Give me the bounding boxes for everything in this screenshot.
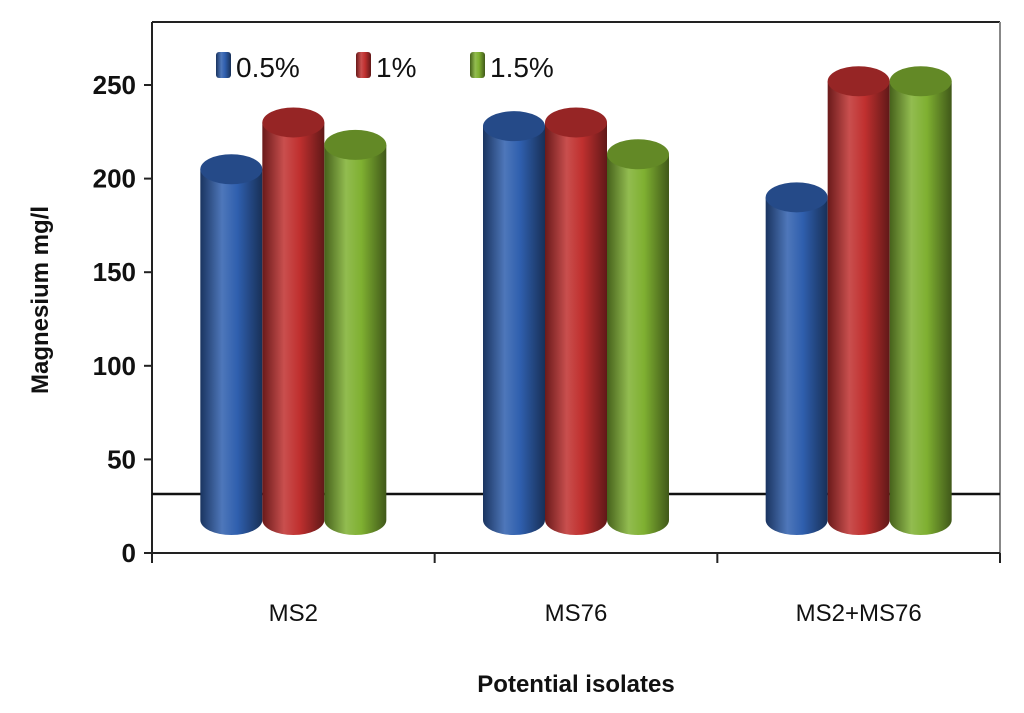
x-axis-label: Potential isolates [477,671,674,698]
y-tick-label: 250 [93,70,136,100]
bar-1%-MS2 [262,107,325,535]
bar-body [889,81,952,536]
bar-top [765,182,828,213]
bar-0.5%-MS2 [200,154,263,535]
bar-body [827,81,890,536]
x-tick-label: MS76 [545,600,608,627]
bar-top [324,129,387,160]
bar-body [483,126,545,536]
bar-body [324,144,387,536]
bar-1%-MS76 [545,107,607,535]
y-tick-label: 50 [107,444,136,474]
bar-body [200,169,263,535]
bar-1.5%-MS76 [607,139,669,535]
bar-0.5%-MS76 [483,111,545,536]
bar-top [262,107,325,138]
y-tick-label: 100 [93,351,136,381]
bar-top [827,66,890,97]
bar-top [545,107,607,138]
legend-swatch [216,52,231,78]
x-tick-label: MS2+MS76 [796,600,922,627]
legend-swatch [356,52,371,78]
bar-body [545,122,607,535]
legend-label: 0.5% [236,52,300,83]
bar-top [483,111,545,142]
bar-top [889,66,952,97]
bar-0.5%-MS2+MS76 [765,182,828,535]
legend-label: 1.5% [490,52,554,83]
x-tick-label: MS2 [269,600,318,627]
bar-top [200,154,263,185]
bar-body [765,197,828,535]
bar-1%-MS2+MS76 [827,66,890,536]
bar-top [607,139,669,170]
bar-1.5%-MS2+MS76 [889,66,952,536]
bar-1.5%-MS2 [324,129,387,536]
bar-body [607,154,669,535]
y-tick-label: 0 [122,538,136,568]
legend-swatch [470,52,485,78]
y-tick-label: 150 [93,257,136,287]
y-tick-label: 200 [93,164,136,194]
bar-body [262,122,325,535]
y-axis-label: Magnesium mg/l [27,206,54,394]
legend-label: 1% [376,52,416,83]
